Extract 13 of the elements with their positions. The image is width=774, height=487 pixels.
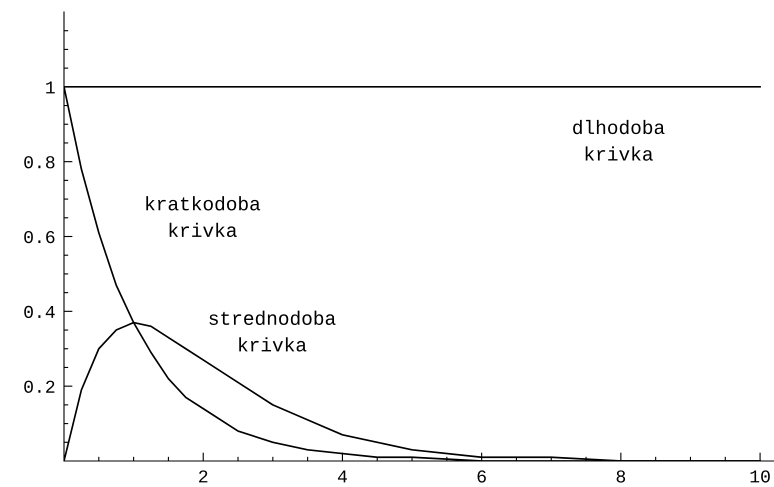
y-tick-label: 1 [46, 81, 55, 94]
x-tick-label: 4 [338, 470, 347, 482]
y-tick-label: 0.6 [24, 230, 54, 244]
annotation: strednodoba krivka [209, 310, 336, 352]
x-tick-label: 2 [199, 470, 208, 482]
y-tick-label: 0.4 [24, 306, 55, 318]
x-tick-label: 10 [750, 470, 770, 483]
x-tick-label: 8 [616, 470, 626, 483]
annotation: kratkodoba krivka [146, 196, 260, 238]
y-tick-label: 0.8 [24, 156, 54, 168]
y-tick-label: 0.2 [24, 380, 54, 393]
x-tick-label: 6 [478, 470, 486, 483]
annotation: dlhodoba krivka [573, 120, 665, 161]
